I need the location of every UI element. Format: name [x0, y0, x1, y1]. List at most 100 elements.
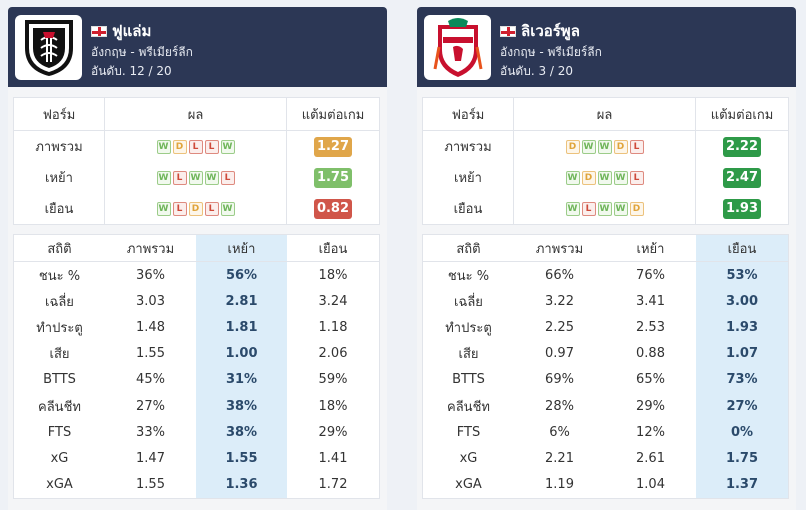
stat-value: 1.81 — [196, 314, 287, 341]
stat-label: BTTS — [43, 372, 76, 388]
ppg-badge: 2.22 — [723, 136, 761, 157]
result-chip[interactable]: W — [597, 139, 612, 154]
result-chip[interactable]: W — [204, 170, 219, 185]
result-chip[interactable]: D — [581, 170, 596, 185]
form-table: ฟอร์ม ผล แต้มต่อเกม ภาพรวม D W W D L 2.22 เหย้า… — [422, 97, 789, 225]
stat-value: 2.25 — [545, 319, 574, 335]
stat-value: 31% — [196, 366, 287, 393]
result-chip[interactable]: L — [581, 201, 596, 216]
result-chip[interactable]: W — [581, 139, 596, 154]
stat-value: 1.41 — [318, 450, 348, 466]
form-row-label: เหย้า — [14, 162, 105, 193]
form-table-header: ฟอร์ม ผล แต้มต่อเกม — [14, 98, 379, 131]
result-chip[interactable]: W — [565, 201, 580, 216]
form-row: ภาพรวม D W W D L 2.22 — [423, 131, 788, 162]
team-name[interactable]: ฟูแล่ม — [112, 22, 152, 40]
ppg-cell: 1.75 — [287, 162, 379, 193]
result-chip[interactable]: L — [204, 139, 219, 154]
result-chip[interactable]: W — [220, 139, 235, 154]
ppg-badge: 1.27 — [314, 136, 352, 157]
result-chip[interactable]: L — [172, 201, 187, 216]
stat-label: xGA — [46, 477, 73, 493]
stat-value: 0.97 — [545, 346, 574, 362]
stat-label: คลีนชีท — [447, 399, 490, 415]
result-chip[interactable]: W — [613, 170, 628, 185]
result-chip[interactable]: D — [629, 201, 644, 216]
result-chip[interactable]: L — [629, 170, 644, 185]
england-flag-icon — [500, 25, 516, 37]
stat-value: 73% — [696, 366, 788, 393]
form-row-label: เยือน — [423, 193, 514, 224]
result-chip[interactable]: W — [597, 201, 612, 216]
result-chip[interactable]: W — [565, 170, 580, 185]
team-card-fulham: ฟูแล่ม อังกฤษ - พรีเมียร์ลีก อันดับ. 12 … — [8, 7, 387, 510]
stat-value: 3.22 — [545, 293, 574, 309]
stat-label: ทำประตู — [36, 320, 83, 336]
stats-table-header: สถิติ ภาพรวม เหย้า เยือน — [14, 235, 379, 262]
team-name[interactable]: ลิเวอร์พูล — [521, 22, 580, 40]
result-chip[interactable]: W — [156, 139, 171, 154]
stat-value: 76% — [636, 267, 665, 283]
form-row: เหย้า W L W W L 1.75 — [14, 162, 379, 193]
stat-label: BTTS — [452, 372, 485, 388]
stats-header-cell: เยือน — [318, 241, 348, 257]
stats-row: ชนะ % 36% 56% 18% — [14, 262, 379, 289]
result-chip[interactable]: D — [172, 139, 187, 154]
result-chip[interactable]: W — [597, 170, 612, 185]
result-chip[interactable]: L — [188, 139, 203, 154]
stat-label: ชนะ % — [38, 268, 81, 284]
ppg-badge: 2.47 — [723, 167, 761, 188]
league-name[interactable]: อังกฤษ - พรีเมียร์ลีก — [91, 45, 193, 59]
result-chip[interactable]: L — [220, 170, 235, 185]
stat-value: 29% — [318, 424, 348, 440]
stat-value: 2.06 — [318, 346, 348, 362]
stat-value: 1.48 — [136, 319, 165, 335]
stats-header-cell: เหย้า — [636, 241, 665, 257]
stat-value: 53% — [696, 262, 788, 289]
form-table: ฟอร์ม ผล แต้มต่อเกม ภาพรวม W D L L W 1.27 เหย้า… — [13, 97, 380, 225]
stats-table-header: สถิติ ภาพรวม เหย้า เยือน — [423, 235, 788, 262]
result-chip[interactable]: D — [188, 201, 203, 216]
result-chip[interactable]: W — [156, 201, 171, 216]
stat-value: 1.04 — [636, 477, 665, 493]
result-chip[interactable]: W — [188, 170, 203, 185]
result-chip[interactable]: L — [204, 201, 219, 216]
stats-row: FTS 6% 12% 0% — [423, 419, 788, 446]
result-chip[interactable]: W — [220, 201, 235, 216]
form-row-label: ภาพรวม — [423, 131, 514, 162]
header-ppg: แต้มต่อเกม — [301, 107, 365, 123]
stats-table: สถิติ ภาพรวม เหย้า เยือน ชนะ % 36% 56% 18% เฉลี… — [13, 234, 380, 499]
stat-label: ชนะ % — [447, 268, 490, 284]
ppg-cell: 0.82 — [287, 193, 379, 224]
result-chip[interactable]: D — [613, 139, 628, 154]
stat-label: FTS — [456, 424, 481, 440]
form-row: เยือน W L D L W 0.82 — [14, 193, 379, 224]
result-chip[interactable]: W — [156, 170, 171, 185]
england-flag-icon — [91, 25, 107, 37]
stat-value: 28% — [545, 398, 574, 414]
result-chip[interactable]: L — [172, 170, 187, 185]
stats-header-cell: ภาพรวม — [535, 241, 584, 257]
stats-row: xG 2.21 2.61 1.75 — [423, 445, 788, 472]
result-chip[interactable]: L — [629, 139, 644, 154]
stat-value: 2.61 — [636, 450, 665, 466]
stat-value: 1.37 — [696, 471, 788, 498]
result-chip[interactable]: W — [613, 201, 628, 216]
header-form: ฟอร์ม — [14, 98, 105, 130]
result-chip[interactable]: D — [565, 139, 580, 154]
league-name[interactable]: อังกฤษ - พรีเมียร์ลีก — [500, 45, 602, 59]
stats-row: ทำประตู 2.25 2.53 1.93 — [423, 314, 788, 341]
stat-label: คลีนชีท — [38, 399, 81, 415]
stats-header-cell: สถิติ — [47, 241, 72, 257]
header-form: ฟอร์ม — [423, 98, 514, 130]
liverpool-crest-icon[interactable] — [424, 15, 491, 80]
stat-value: 36% — [136, 267, 165, 283]
stat-value: 3.03 — [136, 293, 165, 309]
fulham-crest-icon[interactable] — [15, 15, 82, 80]
